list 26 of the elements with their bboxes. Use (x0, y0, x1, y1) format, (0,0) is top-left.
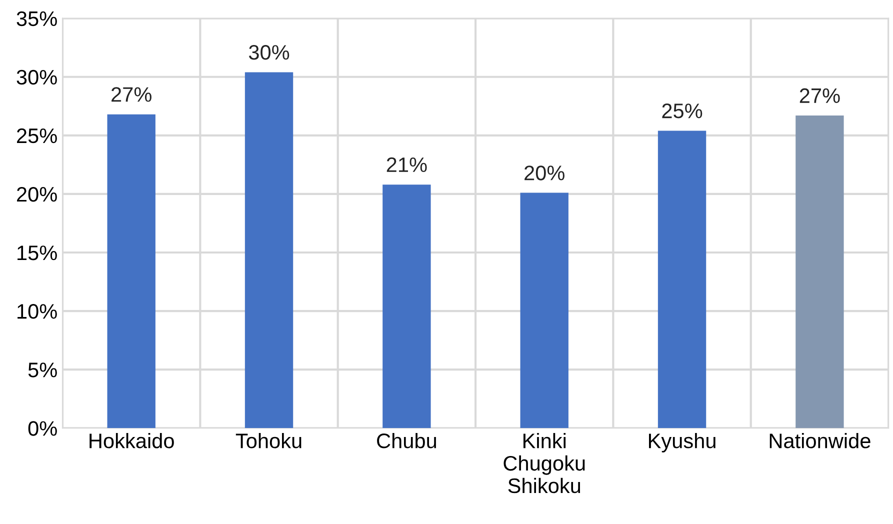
bar (658, 130, 706, 428)
data-label: 30% (248, 44, 290, 60)
x-tick-label: Tohoku (236, 432, 302, 448)
x-tick-label: Chubu (377, 432, 436, 448)
x-tick-label: Hokkaido (90, 432, 174, 448)
y-tick-label: 30% (16, 70, 57, 85)
data-label: 21% (386, 157, 427, 172)
bar (244, 72, 294, 428)
y-tick-label: 20% (17, 186, 57, 202)
bar (520, 192, 568, 428)
bar (382, 184, 431, 428)
data-label: 20% (524, 166, 564, 180)
y-tick-label: 35% (16, 11, 57, 26)
data-label: 27% (112, 87, 152, 102)
x-tick-label: Nationwide (770, 432, 870, 448)
bar (796, 116, 844, 428)
data-label: 25% (662, 104, 702, 118)
x-tick-label: Kyushu (648, 432, 716, 452)
data-label: 27% (800, 88, 840, 103)
y-tick-label: 25% (17, 128, 57, 144)
y-tick-label: 0% (28, 421, 57, 436)
bar (107, 114, 156, 428)
y-tick-label: 10% (18, 304, 57, 319)
y-tick-label: 15% (18, 246, 57, 260)
x-tick-label: Kinki Chugoku Shikoku (504, 432, 585, 494)
y-tick-label: 5% (28, 362, 57, 378)
